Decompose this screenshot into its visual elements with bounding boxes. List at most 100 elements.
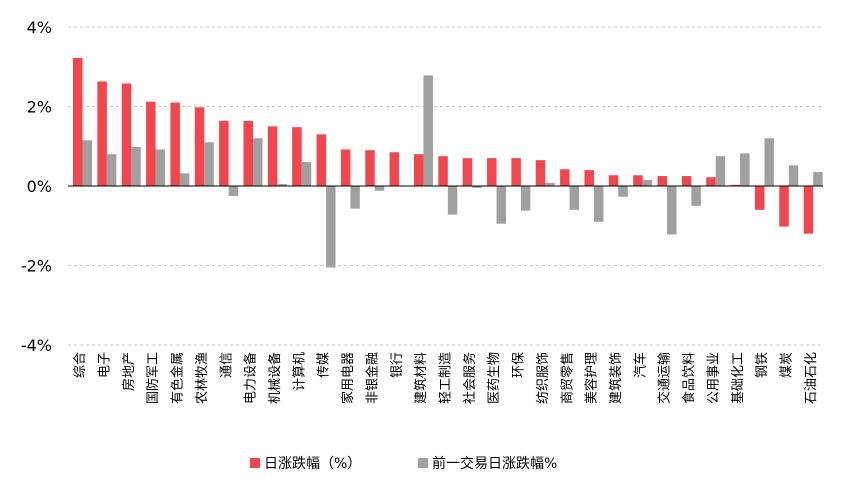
bar-previous-day-change [326, 186, 336, 268]
bar-daily-change [487, 158, 497, 186]
bar-previous-day-change [667, 186, 677, 235]
bar-previous-day-change [813, 172, 823, 186]
y-tick-label: -2% [21, 257, 52, 276]
bar-previous-day-change [569, 186, 580, 210]
y-tick-label: 0% [27, 177, 52, 196]
x-category-label: 环保 [512, 352, 527, 378]
bar-daily-change [389, 152, 400, 186]
bar-daily-change [608, 175, 619, 186]
x-category-label: 计算机 [292, 352, 307, 391]
bar-daily-change [584, 170, 594, 186]
x-category-label: 通信 [219, 352, 234, 378]
bar-previous-day-change [423, 75, 433, 186]
bar-daily-change [73, 58, 83, 186]
bar-previous-day-change [301, 162, 312, 186]
legend-swatch [418, 458, 428, 468]
bar-daily-change [121, 83, 132, 186]
bar-previous-day-change [350, 186, 360, 209]
bar-previous-day-change [618, 186, 628, 197]
bar-daily-change [511, 158, 521, 186]
bar-daily-change [779, 186, 789, 227]
bar-previous-day-change [545, 182, 555, 186]
x-category-label: 国防军工 [145, 352, 161, 404]
bar-daily-change [560, 169, 570, 186]
bar-previous-day-change [131, 147, 141, 186]
bar-daily-change [219, 120, 229, 186]
legend: 日涨跌幅（%） 前一交易日涨跌幅% [250, 455, 557, 472]
bar-previous-day-change [520, 186, 531, 211]
legend-swatch [250, 458, 260, 468]
bar-daily-change [97, 81, 107, 186]
x-category-label: 煤炭 [779, 352, 794, 378]
bar-daily-change [267, 126, 278, 186]
bar-daily-change [462, 158, 473, 186]
x-category-label: 交通运输 [657, 352, 673, 404]
x-category-label: 食品饮料 [681, 352, 697, 404]
bar-daily-change [340, 149, 351, 186]
bar-daily-change [194, 107, 205, 186]
bar-daily-change [170, 102, 180, 186]
x-axis-category-labels: 综合 电子 房地产 国防军工 有色金属 农林牧渔 通信 电力设备 机械设备 计算机 传媒 家用电器 非银… [73, 352, 819, 404]
bar-daily-change [413, 154, 424, 186]
bar-previous-day-change [179, 173, 190, 186]
x-category-label: 轻工制造 [439, 352, 454, 404]
bar-previous-day-change [447, 186, 458, 215]
x-category-label: 建筑材料 [413, 352, 429, 404]
bar-previous-day-change [740, 153, 750, 186]
bar-daily-change [438, 156, 448, 186]
bar-previous-day-change [228, 186, 239, 196]
bar-daily-change [633, 175, 643, 186]
bar-previous-day-change [155, 149, 166, 186]
x-category-label: 商贸零售 [559, 352, 575, 404]
bar-previous-day-change [106, 154, 117, 186]
legend-label: 前一交易日涨跌幅% [432, 455, 557, 472]
bar-previous-day-change [642, 180, 653, 186]
bars [73, 58, 823, 268]
y-tick-label: 4% [27, 18, 52, 37]
x-category-label: 有色金属 [170, 352, 186, 404]
x-category-label: 石油石化 [804, 352, 819, 404]
bar-previous-day-change [496, 186, 507, 224]
x-category-label: 基础化工 [731, 352, 746, 404]
bar-previous-day-change [691, 186, 701, 206]
bar-daily-change [681, 176, 692, 186]
bar-daily-change [535, 160, 546, 186]
x-category-label: 社会服务 [462, 352, 478, 404]
y-axis-tick-labels: -4% -2% 0% 2% 4% [21, 18, 52, 355]
bar-previous-day-change [204, 142, 214, 186]
bar-previous-day-change [764, 138, 774, 186]
legend-label: 日涨跌幅（%） [264, 456, 361, 472]
bar-previous-day-change [252, 138, 263, 186]
y-tick-label: 2% [27, 98, 52, 117]
x-category-label: 综合 [73, 352, 88, 378]
bar-daily-change [243, 120, 253, 186]
bar-daily-change [657, 176, 668, 186]
x-category-label: 电力设备 [243, 352, 259, 404]
y-tick-label: -4% [21, 336, 52, 355]
x-category-label: 农林牧渔 [195, 352, 210, 404]
bar-previous-day-change [277, 184, 287, 186]
x-category-label: 电子 [98, 352, 113, 378]
bar-daily-change [730, 184, 741, 186]
bar-previous-day-change [472, 186, 482, 188]
x-category-label: 银行 [390, 352, 405, 378]
x-category-label: 钢铁 [755, 352, 770, 378]
x-category-label: 机械设备 [267, 352, 283, 404]
x-category-label: 公用事业 [706, 352, 721, 404]
x-category-label: 汽车 [632, 352, 648, 378]
x-category-label: 房地产 [121, 352, 137, 391]
x-category-label: 医药生物 [487, 352, 502, 404]
bar-daily-change [316, 134, 327, 186]
bar-daily-change [146, 101, 156, 186]
bar-previous-day-change [593, 186, 604, 222]
x-category-label: 家用电器 [340, 352, 356, 404]
bar-previous-day-change [82, 140, 92, 186]
bar-daily-change [803, 186, 814, 234]
x-category-label: 纺织服饰 [536, 352, 551, 404]
bar-daily-change [706, 177, 716, 186]
bar-previous-day-change [715, 156, 726, 186]
bar-daily-change [754, 186, 765, 210]
x-category-label: 非银金融 [364, 352, 380, 404]
bar-daily-change [292, 127, 302, 186]
